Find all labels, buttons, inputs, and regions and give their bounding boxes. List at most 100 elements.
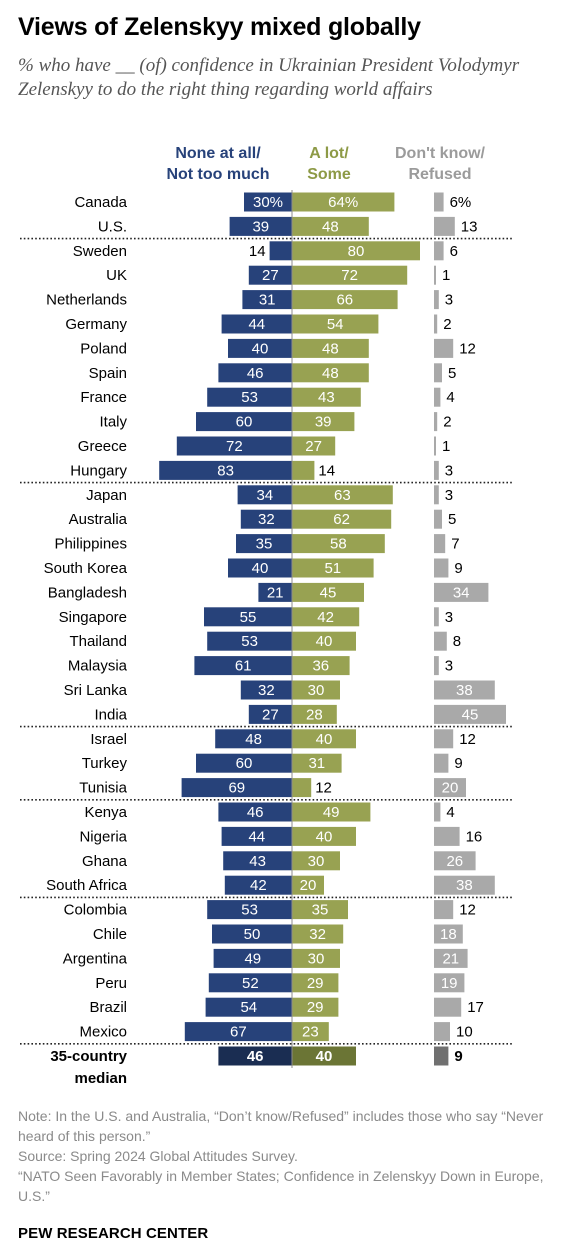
bar-alot: [292, 216, 369, 236]
bar-none-value: 32: [258, 682, 275, 699]
bar-alot-value: 27: [305, 438, 322, 455]
bar-alot-value: 30: [308, 853, 325, 870]
bar-dk: [434, 680, 495, 700]
country-label: Israel: [90, 731, 127, 748]
bar-dk: [434, 436, 436, 456]
bar-dk-value: 3: [445, 658, 453, 675]
country-label: Australia: [69, 511, 128, 528]
bar-alot: [292, 314, 379, 334]
bar-none: [248, 265, 292, 285]
bar-none: [196, 753, 292, 773]
bar-dk-value: 3: [445, 462, 453, 479]
bar-dk: [434, 778, 466, 798]
bar-alot-value: 29: [307, 999, 324, 1016]
country-label: Argentina: [63, 950, 128, 967]
bar-dk-value: 5: [448, 511, 456, 528]
bar-none: [207, 631, 292, 651]
bar-alot-value: 45: [320, 584, 337, 601]
bar-dk-value: 9: [454, 560, 462, 577]
bar-none: [212, 924, 292, 944]
bar-dk-value: 38: [456, 877, 473, 894]
bar-alot: [292, 558, 374, 578]
bar-none-value: 27: [262, 267, 279, 284]
bar-alot: [292, 265, 408, 285]
bar-none: [205, 997, 292, 1017]
bar-none: [208, 973, 292, 993]
bar-alot: [292, 534, 385, 554]
bar-dk-value: 5: [448, 365, 456, 382]
country-label: Turkey: [82, 755, 128, 772]
bar-dk: [434, 558, 449, 578]
bar-dk: [434, 826, 460, 846]
bar-none-value: 60: [236, 755, 253, 772]
country-label: Peru: [95, 975, 127, 992]
bar-none-value: 44: [248, 316, 265, 333]
bar-alot: [292, 802, 371, 822]
bar-dk: [434, 656, 439, 676]
bar-alot-value: 49: [323, 804, 340, 821]
bar-alot-value: 30: [308, 682, 325, 699]
bar-dk: [434, 265, 436, 285]
bar-dk-value: 12: [459, 731, 476, 748]
bar-dk-value: 3: [445, 487, 453, 504]
bar-alot: [292, 851, 340, 871]
bar-alot-value: 20: [300, 877, 317, 894]
bar-alot: [292, 753, 342, 773]
bar-dk: [434, 607, 439, 627]
bar-alot: [292, 436, 336, 456]
note-text: Note: In the U.S. and Australia, “Don’t …: [18, 1108, 544, 1144]
bar-dk: [434, 216, 455, 236]
bar-alot-value: 48: [322, 365, 339, 382]
bar-dk: [434, 851, 476, 871]
bar-dk: [434, 1046, 449, 1066]
bar-dk-value: 18: [440, 926, 457, 943]
bar-alot: [292, 509, 392, 529]
bar-none: [242, 290, 292, 310]
country-label: Singapore: [59, 609, 127, 626]
bar-dk-value: 7: [451, 536, 459, 553]
bar-none-value: 52: [242, 975, 259, 992]
country-label: France: [80, 389, 127, 406]
bar-dk: [434, 485, 439, 505]
bar-none-value: 35: [256, 536, 273, 553]
bar-none-value: 40: [252, 560, 269, 577]
bar-alot: [292, 338, 369, 358]
bar-alot-value: 63: [334, 487, 351, 504]
bar-none: [196, 412, 292, 432]
legend-alot-label: A lot/: [309, 145, 349, 162]
bar-dk: [434, 509, 442, 529]
country-label: Kenya: [84, 804, 127, 821]
bar-alot-value: 51: [324, 560, 341, 577]
bar-alot-value: 40: [316, 1048, 333, 1065]
country-label: South Africa: [46, 877, 128, 894]
bar-alot-value: 23: [302, 1024, 319, 1041]
bar-dk-value: 8: [453, 633, 461, 650]
bar-alot: [292, 680, 340, 700]
bar-dk: [434, 582, 489, 602]
country-label: Malaysia: [68, 658, 128, 675]
bar-alot: [292, 192, 395, 212]
bar-dk: [434, 704, 506, 724]
bar-alot-value: 39: [315, 414, 332, 431]
bar-dk-value: 2: [443, 414, 451, 431]
country-label: Thailand: [69, 633, 127, 650]
bar-alot-value: 54: [327, 316, 344, 333]
bar-none: [269, 241, 292, 261]
bar-none-value: 46: [247, 365, 264, 382]
bar-alot: [292, 460, 315, 480]
bar-dk: [434, 924, 463, 944]
bar-none: [204, 607, 292, 627]
bar-none: [207, 900, 292, 920]
bar-dk-value: 9: [454, 1048, 462, 1065]
bar-none: [240, 509, 292, 529]
bar-none: [159, 460, 292, 480]
bar-dk: [434, 997, 462, 1017]
country-label: Bangladesh: [48, 584, 127, 601]
bar-alot: [292, 1022, 329, 1042]
bar-dk-value: 4: [446, 389, 454, 406]
bar-alot: [292, 631, 356, 651]
bar-alot-value: 72: [341, 267, 358, 284]
bar-alot: [292, 607, 360, 627]
bar-dk-value: 6%: [450, 194, 472, 211]
bar-none-value: 49: [244, 950, 261, 967]
